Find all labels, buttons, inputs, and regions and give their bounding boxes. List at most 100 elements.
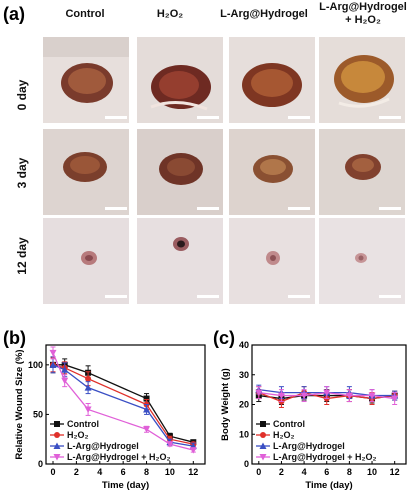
wound-photo-control-day0 [43,37,129,123]
row-label-3-day: 3 day [15,157,29,189]
panel-label-a: (a) [3,4,25,24]
row-label-12-day: 12 day [15,237,29,275]
row-label-0-day: 0 day [15,79,29,111]
series-line [52,352,194,451]
x-tick-label: 8 [347,467,352,477]
body-weight-chart: 0 2 4 6 8 10 12 0 10 20 30 40 Time (day) Body Weight … [220,340,407,491]
y-tick-label: 40 [239,340,249,350]
scale-bar [288,207,310,210]
data-point [84,384,92,391]
wound-photo-larg-hydrogel-day12 [229,218,315,304]
data-point [54,421,60,427]
y-axis-label: Relative Wound Size (%) [14,349,25,459]
data-point [61,366,69,373]
wound-photo-h2o2-day3 [137,129,223,215]
data-point [84,406,92,413]
y-tick-label: 0 [244,459,249,469]
wound-size-chart: 0 2 4 6 8 10 12 0 50 100 Time (day) Relative Wound … [14,344,206,491]
data-point [368,392,376,400]
legend-label: L-Arg@Hydrogel + H₂O₂ [273,452,377,462]
column-header-control: Control [65,8,105,20]
scale-bar [105,116,127,119]
wound-photo-larg-hydrogel-h2o2-day0 [319,37,405,123]
y-tick-label: 0 [38,459,43,469]
y-tick-label: 50 [33,409,43,419]
x-tick-label: 0 [256,467,261,477]
column-header-larg-hydrogel-h2o2: L-Arg@Hydrogel + H₂O₂ [319,1,407,26]
x-tick-label: 10 [165,467,175,477]
data-point [255,389,263,397]
x-tick-label: 12 [390,467,400,477]
x-axis-label: Time (day) [102,480,149,491]
y-tick-label: 30 [239,370,249,380]
data-point [49,361,57,368]
data-point [259,454,267,461]
x-tick-label: 4 [97,467,102,477]
data-point [61,377,69,385]
wound-photo-control-day3 [43,129,129,215]
wound-photo-control-day12 [43,218,129,304]
x-axis-label: Time (day) [305,480,352,491]
y-tick-label: 20 [239,400,249,410]
x-tick-label: 8 [144,467,149,477]
scale-bar [379,207,401,210]
data-point [53,442,61,449]
data-point [259,442,267,449]
data-point [85,375,92,382]
data-point [54,432,60,438]
legend-label: L-Arg@Hydrogel [273,441,345,451]
legend-label: L-Arg@Hydrogel + H₂O₂ [67,452,171,462]
x-tick-label: 2 [279,467,284,477]
legend-label: H₂O₂ [67,430,89,440]
wound-photo-larg-hydrogel-day3 [229,129,315,215]
scale-bar [197,207,219,210]
data-point [189,447,197,454]
scale-bar [379,116,401,119]
data-point [300,392,308,400]
data-point [345,392,353,400]
y-axis-label: Body Weight (g) [220,368,231,441]
scale-bar [288,295,310,298]
series [255,386,399,405]
wound-photo-h2o2-day0 [137,37,223,123]
x-tick-label: 12 [188,467,198,477]
data-point [166,441,174,448]
x-tick-label: 10 [367,467,377,477]
data-point [143,395,150,402]
legend: ControlH₂O₂L-Arg@HydrogelL-Arg@Hydrogel … [50,419,171,462]
panel-label-c: (c) [213,328,235,348]
legend: ControlH₂O₂L-Arg@HydrogelL-Arg@Hydrogel … [256,419,377,462]
legend-label: Control [67,419,99,429]
series [49,346,197,454]
legend-label: H₂O₂ [273,430,295,440]
legend-label: L-Arg@Hydrogel [67,441,139,451]
data-point [323,389,331,397]
legend-label: Control [273,419,305,429]
x-tick-label: 2 [74,467,79,477]
wound-photo-larg-hydrogel-h2o2-day3 [319,129,405,215]
plot-frame [45,344,206,465]
x-tick-label: 6 [121,467,126,477]
scale-bar [105,295,127,298]
data-point [143,405,151,413]
data-point [53,454,61,461]
wound-photo-h2o2-day12 [137,218,223,304]
wound-photo-larg-hydrogel-day0 [229,37,315,123]
x-tick-label: 0 [51,467,56,477]
scale-bar [288,116,310,119]
series-line [52,364,194,447]
panel-label-b: (b) [3,328,26,348]
scale-bar [197,116,219,119]
column-header-h2o2: H₂O₂ [156,8,184,20]
x-tick-label: 4 [302,467,307,477]
x-tick-label: 6 [324,467,329,477]
wound-photo-larg-hydrogel-h2o2-day12 [319,218,405,304]
y-tick-label: 100 [28,360,43,370]
column-header-larg-hydrogel: L-Arg@Hydrogel [220,8,308,20]
data-point [391,395,399,403]
scale-bar [197,295,219,298]
data-point [260,421,266,427]
data-point [277,392,285,400]
scale-bar [379,295,401,298]
scale-bar [105,207,127,210]
